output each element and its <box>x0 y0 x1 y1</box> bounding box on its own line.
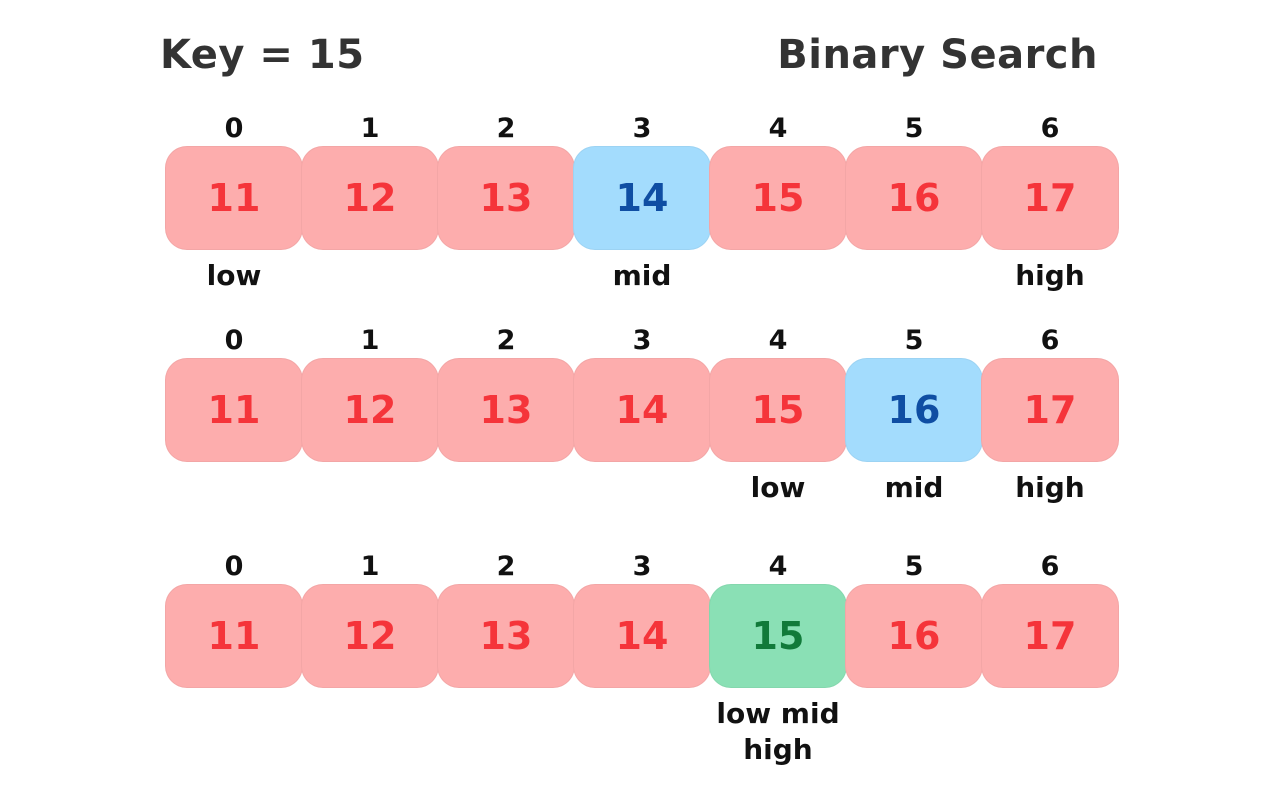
element-box: 14 <box>573 584 711 688</box>
array-index: 6 <box>1040 551 1060 582</box>
array-index: 4 <box>768 113 788 144</box>
array-index: 3 <box>632 113 652 144</box>
element-box: 13 <box>437 146 575 250</box>
array-index: 1 <box>360 551 380 582</box>
element-box: 16 <box>845 584 983 688</box>
element-box: 14 <box>573 358 711 462</box>
array-cell: 6 17 high <box>981 324 1119 506</box>
array-cell: 5 16 mid <box>845 324 983 506</box>
element-box: 17 <box>981 146 1119 250</box>
element-box: 11 <box>165 146 303 250</box>
element-box: 12 <box>301 358 439 462</box>
array-index: 6 <box>1040 113 1060 144</box>
array-cell: 2 13 <box>437 112 575 258</box>
array-index: 5 <box>904 113 924 144</box>
element-box: 15 <box>709 358 847 462</box>
array-index: 2 <box>496 551 516 582</box>
pointer-label: high <box>1015 259 1085 292</box>
mid-element-box: 14 <box>573 146 711 250</box>
array-index: 1 <box>360 325 380 356</box>
array-cell: 3 14 <box>573 324 711 470</box>
array-index: 0 <box>224 325 244 356</box>
array-index: 0 <box>224 113 244 144</box>
array-cell: 2 13 <box>437 324 575 470</box>
search-step-1: 0 11 low 1 12 2 13 3 14 mid 4 15 5 16 6 17 high <box>0 112 1280 352</box>
array-index: 3 <box>632 325 652 356</box>
element-box: 12 <box>301 146 439 250</box>
element-box: 17 <box>981 358 1119 462</box>
diagram-title: Binary Search <box>777 32 1098 78</box>
array-index: 2 <box>496 325 516 356</box>
array-cell: 1 12 <box>301 112 439 258</box>
array-index: 0 <box>224 551 244 582</box>
array-index: 5 <box>904 325 924 356</box>
key-label: Key = 15 <box>160 32 365 78</box>
element-box: 17 <box>981 584 1119 688</box>
mid-element-box: 16 <box>845 358 983 462</box>
array-cell: 2 13 <box>437 550 575 696</box>
search-step-3: 0 11 1 12 2 13 3 14 4 15 low mid high 5 16 6 17 <box>0 550 1280 790</box>
element-box: 11 <box>165 358 303 462</box>
pointer-label: low <box>750 471 806 504</box>
array-index: 1 <box>360 113 380 144</box>
pointer-label: mid <box>612 259 672 292</box>
array-cell: 4 15 <box>709 112 847 258</box>
element-box: 13 <box>437 584 575 688</box>
element-box: 11 <box>165 584 303 688</box>
pointer-label: mid <box>884 471 944 504</box>
array-cell: 5 16 <box>845 112 983 258</box>
pointer-label: low <box>206 259 262 292</box>
array-index: 4 <box>768 325 788 356</box>
array-cell: 6 17 <box>981 550 1119 696</box>
array-cell: 1 12 <box>301 324 439 470</box>
pointer-label: high <box>1015 471 1085 504</box>
pointer-label: low mid high <box>716 697 840 766</box>
array-cell: 0 11 <box>165 550 303 696</box>
array-cell: 3 14 mid <box>573 112 711 294</box>
array-index: 2 <box>496 113 516 144</box>
array-index: 5 <box>904 551 924 582</box>
array-cell: 6 17 high <box>981 112 1119 294</box>
array-cell: 4 15 low mid high <box>709 550 847 768</box>
element-box: 15 <box>709 146 847 250</box>
search-step-2: 0 11 1 12 2 13 3 14 4 15 low 5 16 mid 6 17 high <box>0 324 1280 564</box>
array-cell: 0 11 <box>165 324 303 470</box>
array-index: 6 <box>1040 325 1060 356</box>
array-cell: 3 14 <box>573 550 711 696</box>
array-index: 4 <box>768 551 788 582</box>
found-element-box: 15 <box>709 584 847 688</box>
array-cell: 5 16 <box>845 550 983 696</box>
array-cell: 0 11 low <box>165 112 303 294</box>
array-index: 3 <box>632 551 652 582</box>
element-box: 16 <box>845 146 983 250</box>
element-box: 13 <box>437 358 575 462</box>
array-cell: 1 12 <box>301 550 439 696</box>
element-box: 12 <box>301 584 439 688</box>
array-cell: 4 15 low <box>709 324 847 506</box>
